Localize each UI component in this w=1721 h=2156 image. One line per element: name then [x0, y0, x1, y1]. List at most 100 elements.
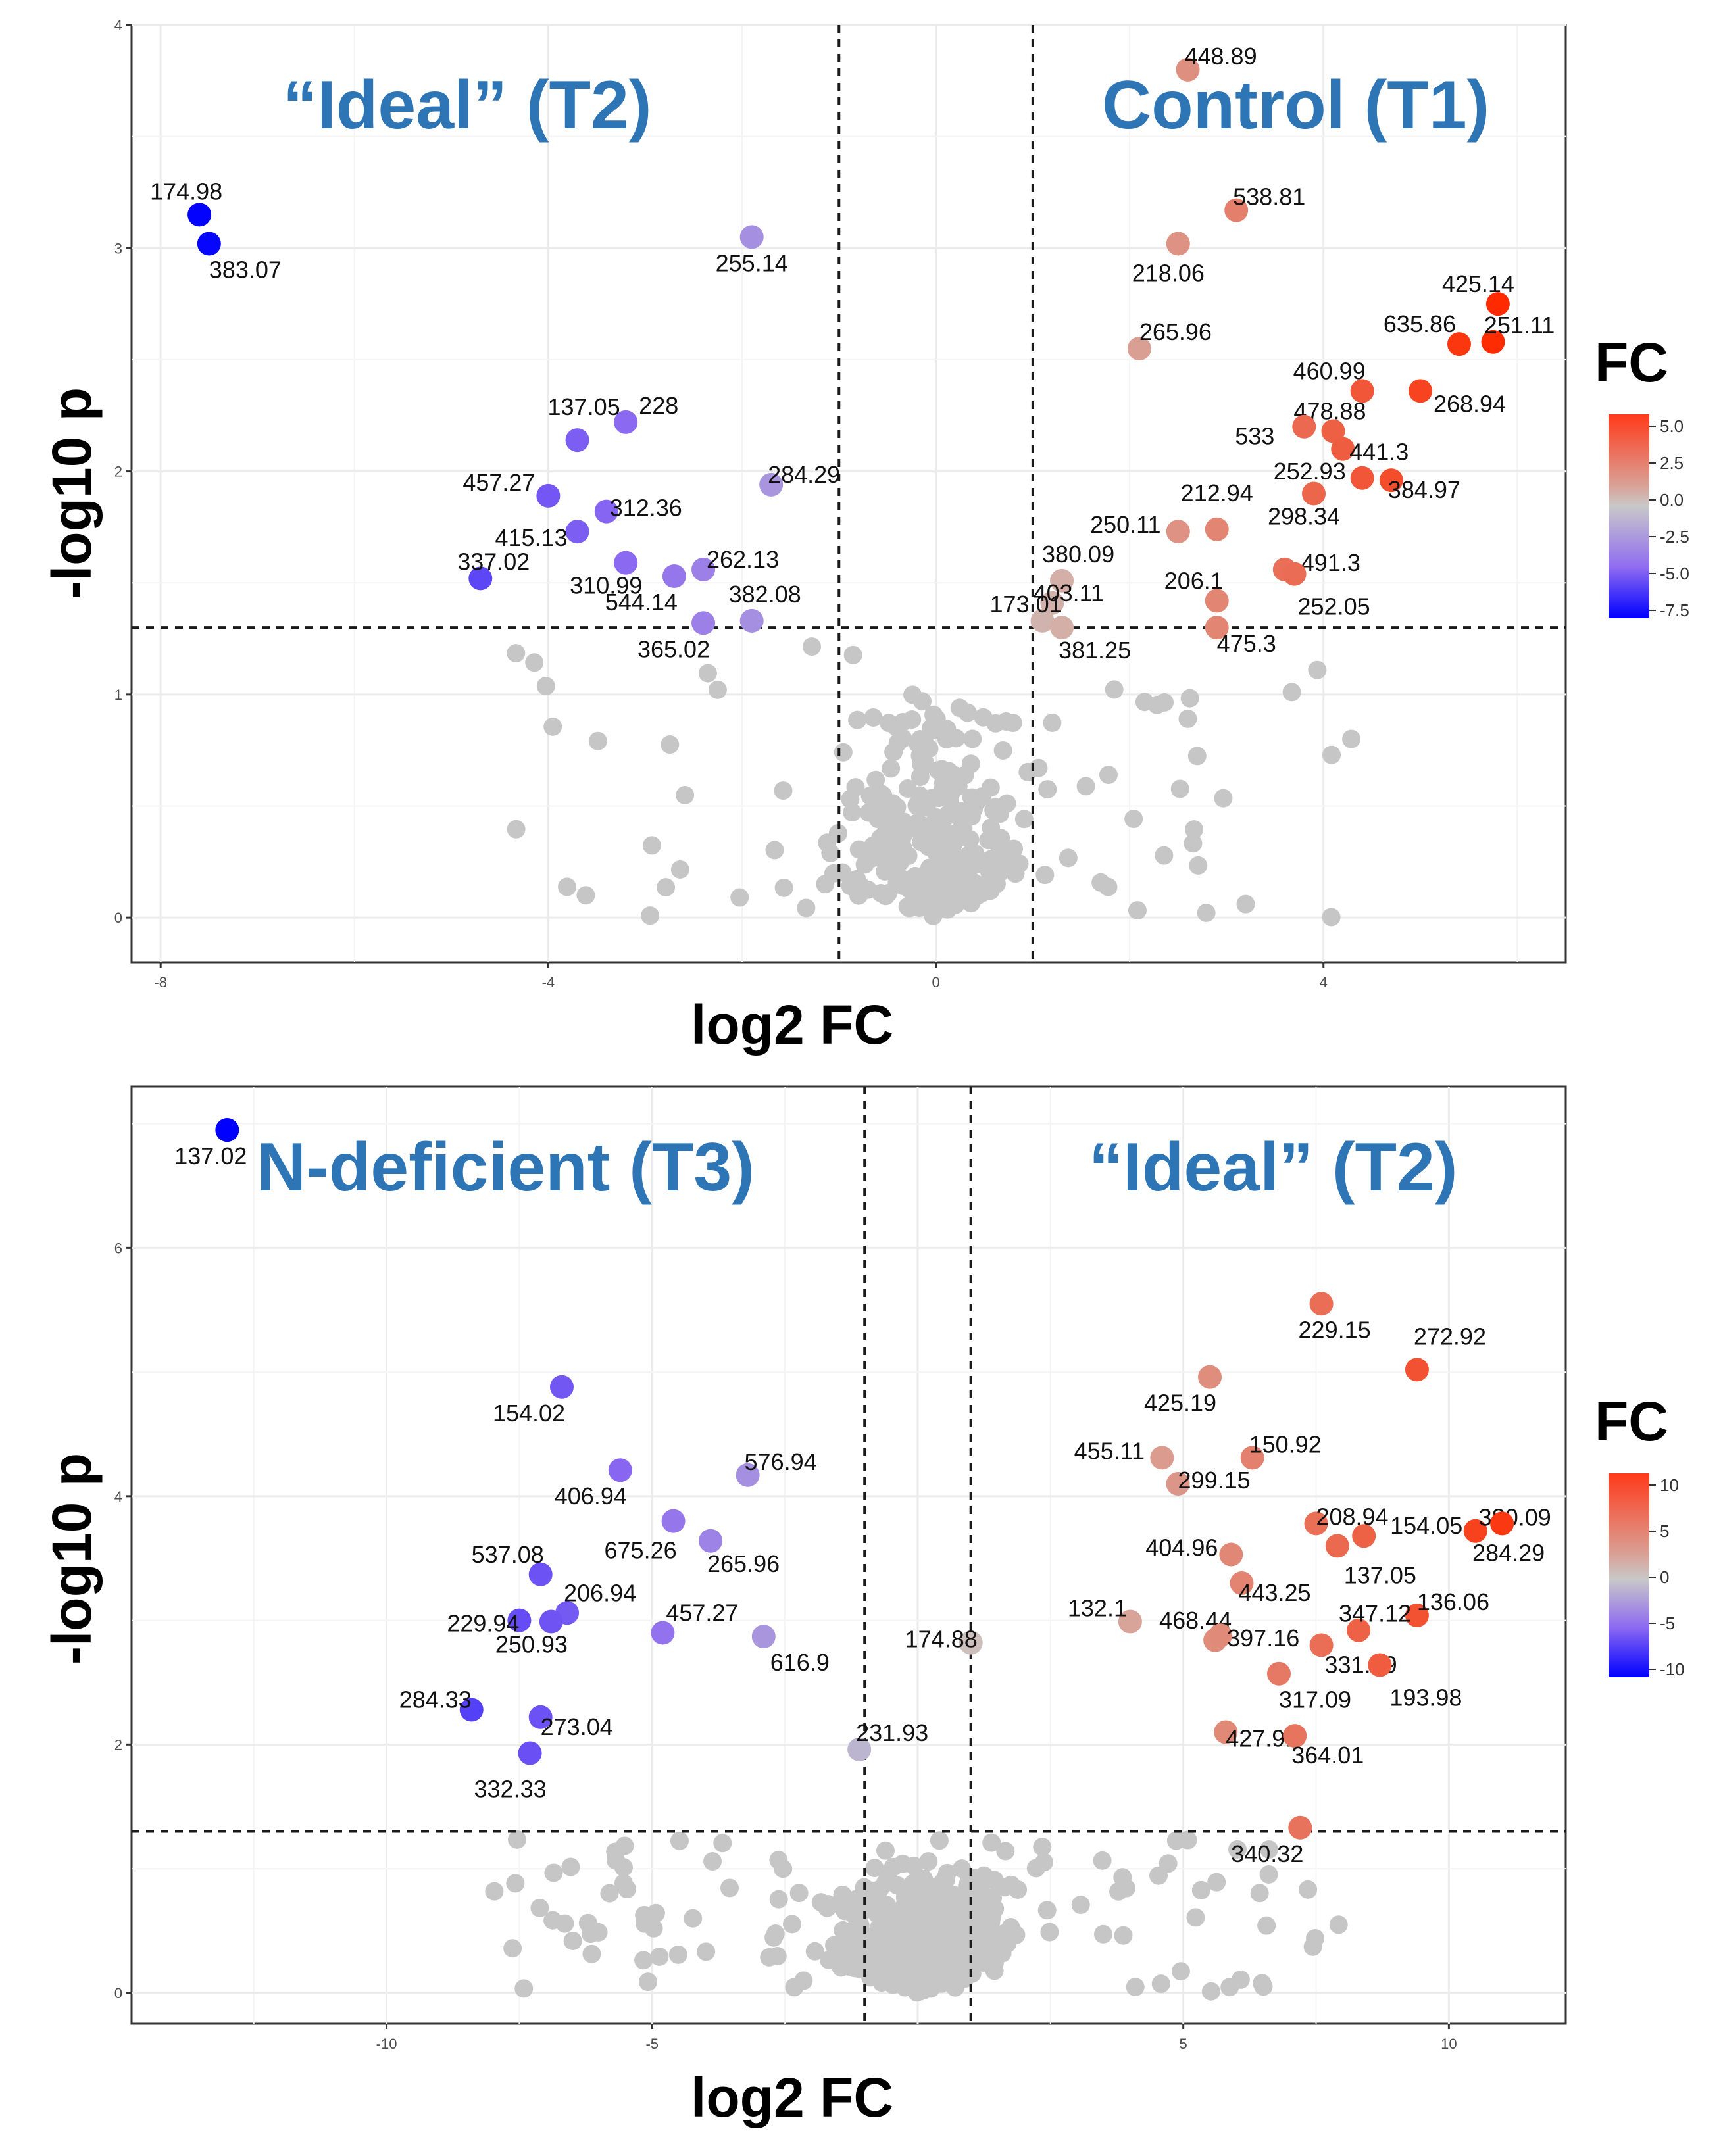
data-point[interactable]: [1050, 616, 1074, 640]
data-point[interactable]: [215, 1118, 239, 1142]
data-point[interactable]: [736, 1463, 760, 1487]
data-point-label: 268.94: [1434, 390, 1506, 417]
data-point[interactable]: [1447, 332, 1471, 356]
data-point[interactable]: [1030, 608, 1055, 633]
data-point[interactable]: [1240, 1446, 1264, 1470]
data-point[interactable]: [539, 1609, 563, 1634]
data-point[interactable]: [661, 1509, 686, 1533]
background-point: [894, 839, 913, 858]
data-point[interactable]: [1198, 1365, 1222, 1389]
data-point[interactable]: [1405, 1358, 1429, 1382]
data-point[interactable]: [1282, 562, 1307, 586]
data-point[interactable]: [1304, 1511, 1328, 1536]
data-point[interactable]: [1352, 1524, 1376, 1548]
data-point[interactable]: [1040, 591, 1064, 615]
data-point[interactable]: [651, 1621, 675, 1645]
data-point[interactable]: [1176, 57, 1200, 82]
data-point[interactable]: [1302, 481, 1326, 506]
data-point[interactable]: [608, 1458, 632, 1482]
data-point[interactable]: [691, 611, 716, 635]
data-point[interactable]: [662, 564, 686, 589]
data-point[interactable]: [614, 551, 638, 575]
data-point[interactable]: [1150, 1446, 1174, 1470]
data-point[interactable]: [1166, 1471, 1190, 1496]
background-point: [944, 834, 963, 853]
data-point[interactable]: [1283, 1724, 1307, 1748]
background-point: [764, 1928, 784, 1947]
data-point[interactable]: [1368, 1653, 1392, 1677]
data-point[interactable]: [594, 499, 618, 524]
data-point[interactable]: [518, 1741, 542, 1765]
data-point[interactable]: [1481, 330, 1505, 354]
data-point[interactable]: [1205, 616, 1229, 640]
data-point[interactable]: [1309, 1292, 1334, 1316]
data-point[interactable]: [550, 1375, 574, 1399]
data-point-label: 250.11: [1090, 511, 1160, 538]
background-point: [930, 1831, 949, 1850]
data-point[interactable]: [459, 1698, 484, 1722]
data-point-label: 441.3: [1349, 439, 1409, 466]
y-tick-label: 4: [114, 17, 122, 34]
background-point: [507, 820, 526, 839]
background-point: [985, 1935, 1004, 1954]
data-point[interactable]: [1350, 466, 1374, 490]
data-point[interactable]: [507, 1608, 532, 1632]
data-point[interactable]: [759, 472, 784, 497]
data-point-label: 137.02: [174, 1142, 247, 1169]
data-point[interactable]: [1490, 1511, 1514, 1536]
background-point: [939, 896, 958, 916]
data-point[interactable]: [528, 1562, 553, 1586]
data-point[interactable]: [468, 566, 493, 591]
data-point[interactable]: [187, 203, 212, 227]
data-point[interactable]: [197, 232, 221, 256]
data-point[interactable]: [847, 1737, 872, 1761]
background-point: [963, 729, 982, 748]
data-point[interactable]: [1205, 517, 1229, 541]
data-point[interactable]: [1214, 1720, 1238, 1744]
data-point[interactable]: [1209, 1623, 1233, 1648]
data-point[interactable]: [1292, 414, 1316, 439]
data-point[interactable]: [1409, 379, 1433, 403]
data-point[interactable]: [1166, 520, 1190, 544]
data-point[interactable]: [699, 1529, 723, 1553]
data-point[interactable]: [1321, 419, 1345, 443]
data-point[interactable]: [1331, 437, 1355, 461]
data-point[interactable]: [1127, 336, 1151, 360]
data-point[interactable]: [1118, 1609, 1142, 1634]
background-point: [581, 1924, 600, 1944]
data-point[interactable]: [959, 1630, 983, 1655]
data-point[interactable]: [739, 608, 764, 633]
data-point[interactable]: [1347, 1618, 1371, 1642]
data-point[interactable]: [565, 428, 589, 453]
data-point[interactable]: [1267, 1661, 1291, 1686]
data-point[interactable]: [614, 410, 638, 434]
data-point[interactable]: [1288, 1815, 1312, 1840]
data-point[interactable]: [1050, 568, 1074, 593]
data-point[interactable]: [1230, 1571, 1254, 1595]
data-point[interactable]: [528, 1705, 553, 1729]
data-point-label: 229.94: [447, 1610, 519, 1637]
data-point[interactable]: [1205, 589, 1229, 613]
data-point-label: 310.99: [570, 572, 642, 599]
data-point[interactable]: [1166, 232, 1190, 256]
data-point[interactable]: [1224, 198, 1249, 222]
data-point[interactable]: [1405, 1604, 1429, 1628]
data-point[interactable]: [536, 483, 561, 508]
data-point[interactable]: [691, 557, 716, 581]
data-point[interactable]: [1219, 1542, 1243, 1567]
data-point[interactable]: [739, 225, 764, 249]
panel-2-x-axis-title: log2 FC: [691, 2067, 893, 2128]
data-point[interactable]: [1325, 1534, 1349, 1558]
data-point[interactable]: [1485, 292, 1510, 316]
data-point[interactable]: [1350, 379, 1374, 403]
background-point: [1189, 856, 1208, 875]
data-point[interactable]: [751, 1625, 776, 1649]
data-point[interactable]: [1309, 1633, 1334, 1657]
background-point: [507, 644, 526, 663]
data-point[interactable]: [1379, 468, 1403, 493]
background-point: [1231, 1970, 1250, 1989]
legend-tick-label: -7.5: [1660, 600, 1689, 620]
background-point: [1214, 789, 1233, 808]
data-point[interactable]: [1463, 1519, 1487, 1543]
data-point[interactable]: [565, 520, 589, 544]
